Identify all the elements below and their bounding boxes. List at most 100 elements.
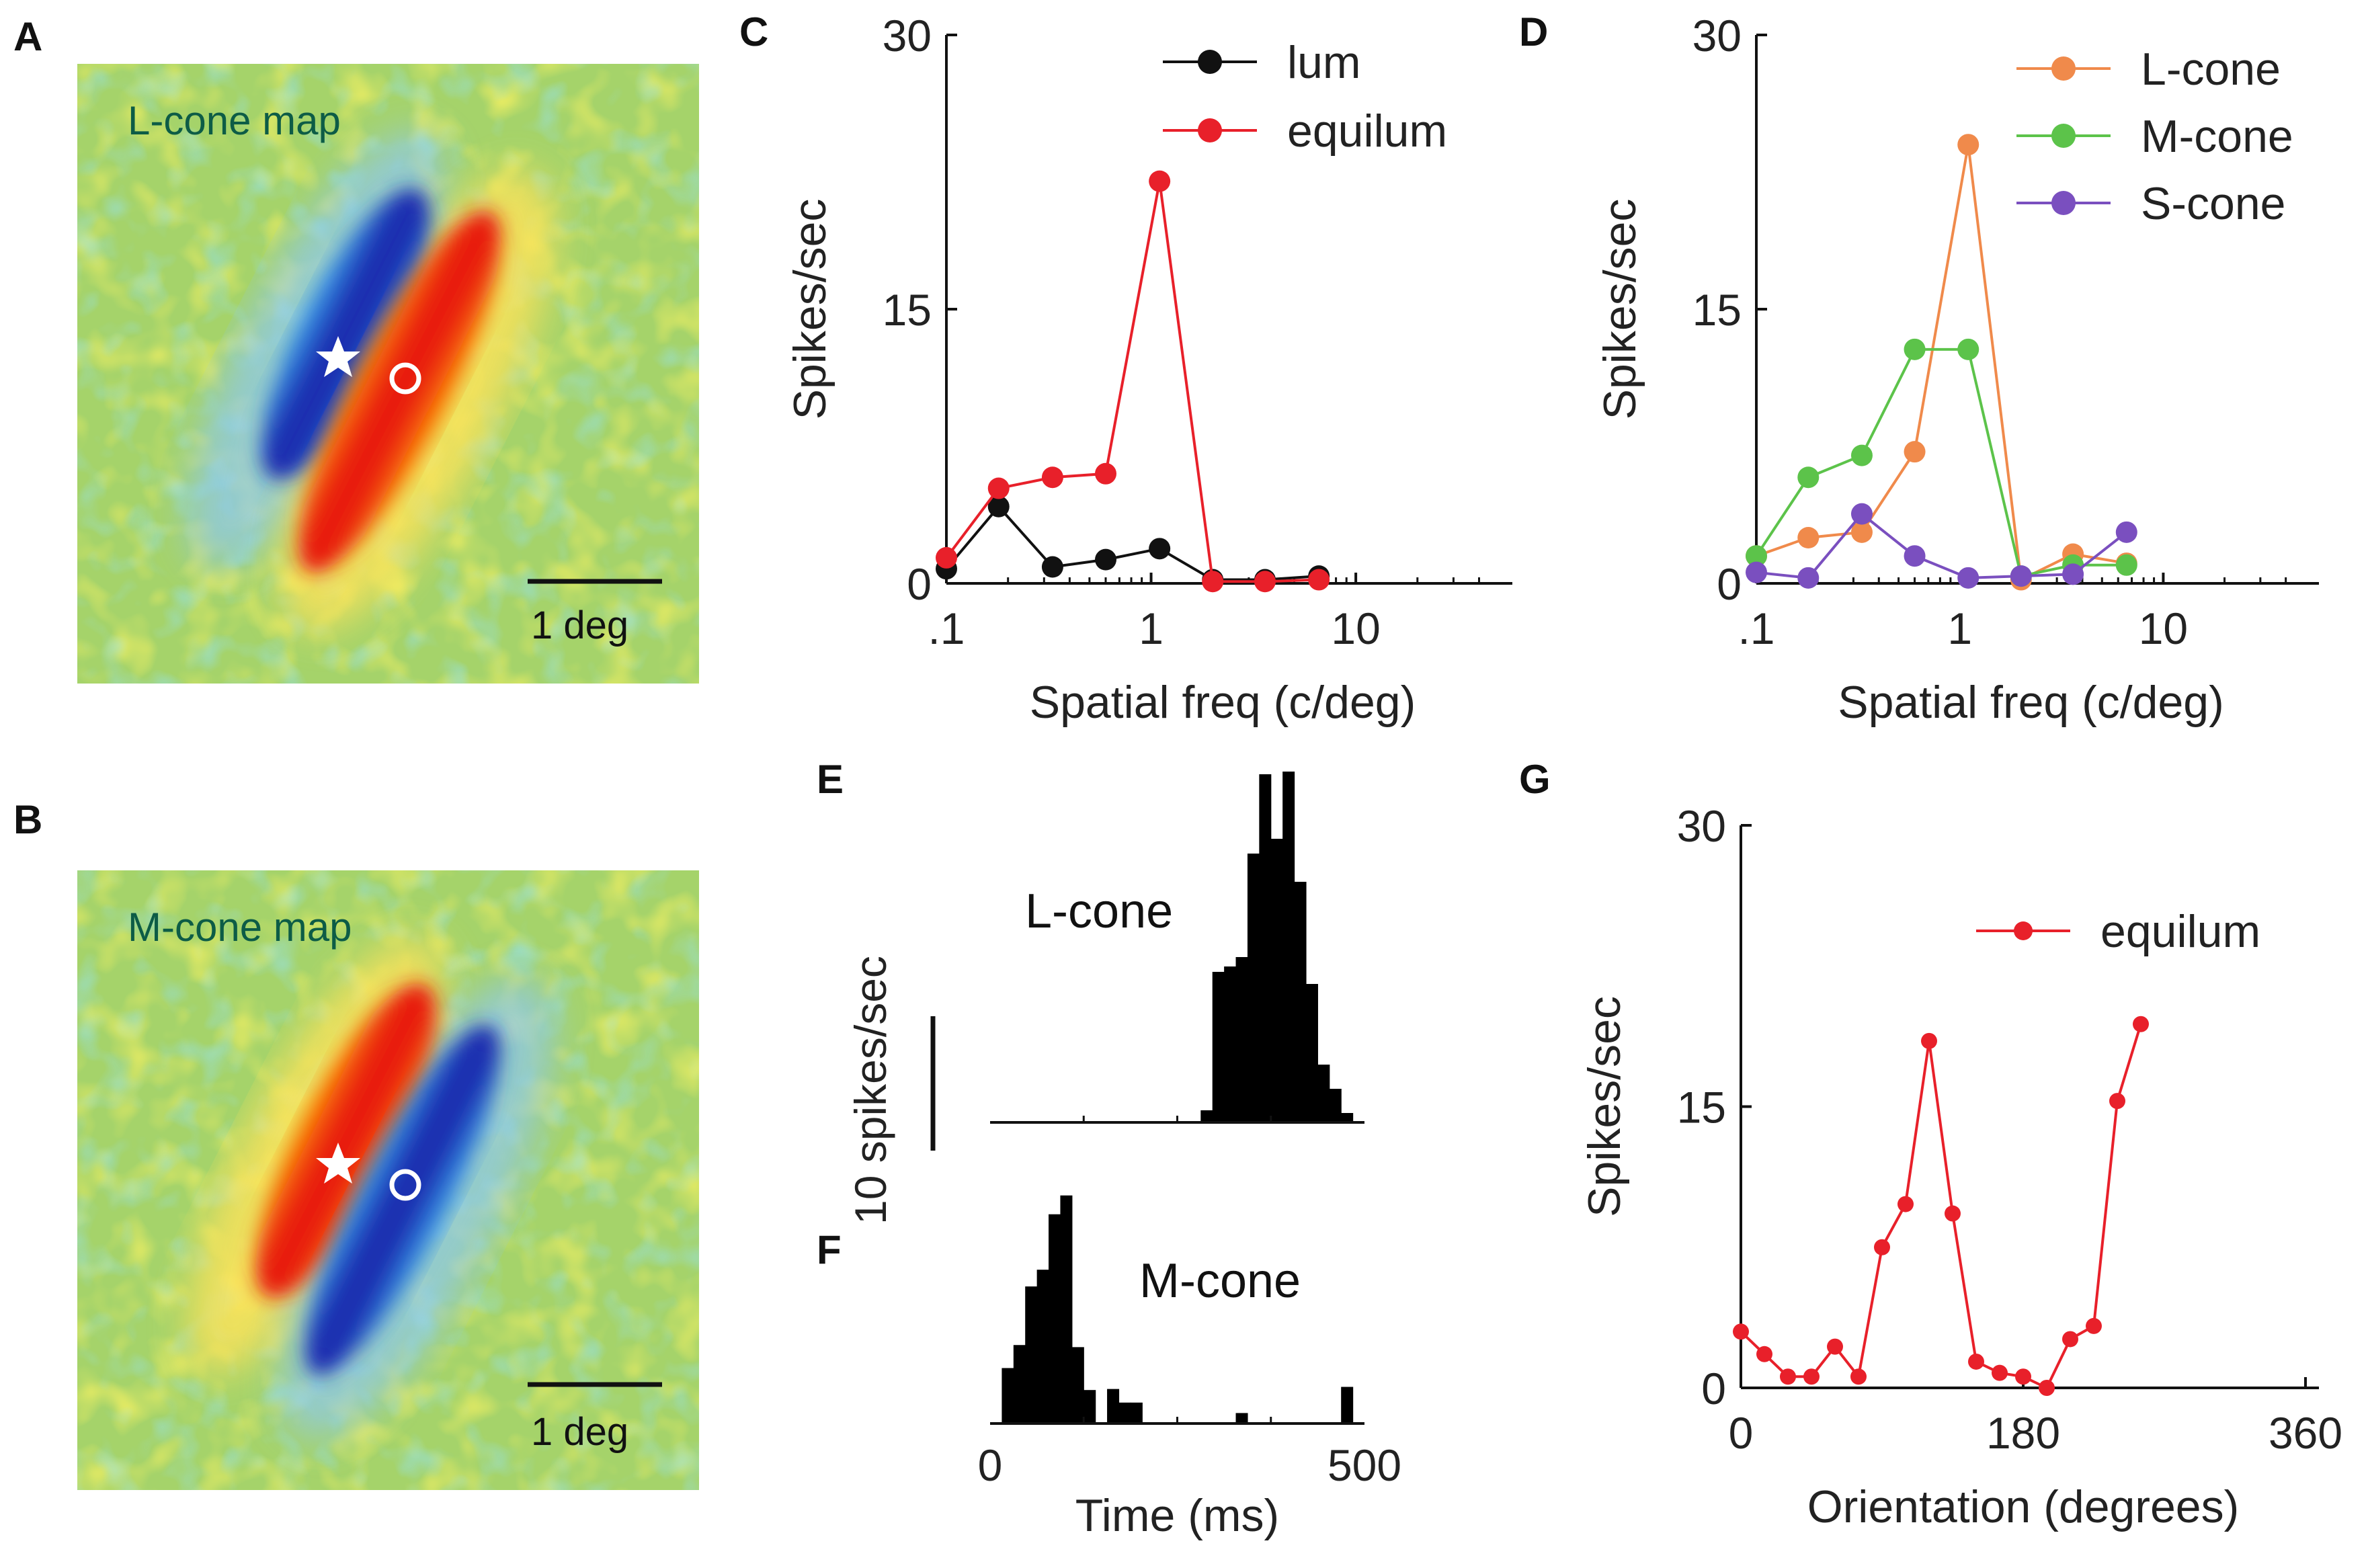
legend-label: equilum (1287, 106, 1447, 157)
x-tick-label: 0 (978, 1440, 1003, 1490)
series-line-equilum (1740, 1024, 2142, 1390)
data-point (1041, 556, 1063, 578)
histogram-e: L-cone 10 spikes/sec (846, 772, 1364, 1225)
chart-c: 0 15 30 .1 1 10 Spatial freq (c/deg) Spikes/sec… (784, 11, 1512, 728)
histogram-bar (1200, 1110, 1213, 1122)
legend-marker (2051, 56, 2076, 81)
data-point (1904, 338, 1926, 360)
data-point (1803, 1368, 1820, 1385)
x-axis-label: Spatial freq (c/deg) (1030, 677, 1416, 728)
histogram-bar (1341, 1387, 1354, 1423)
data-point (1202, 571, 1224, 593)
data-point (2039, 1380, 2055, 1396)
y-tick-label: 30 (1692, 11, 1742, 60)
legend-label: M-cone (2141, 111, 2293, 162)
panel-e: E L-cone 10 spikes/sec (817, 757, 1364, 1225)
legend-label: S-cone (2141, 178, 2285, 229)
legend-label: equilum (2100, 906, 2260, 957)
panel-d: D 0 15 30 .1 1 10 Spatial freq (c/deg) Spikes/s… (1519, 9, 2319, 728)
histogram-bar (1341, 1113, 1354, 1122)
x-tick-label: 10 (2139, 604, 2188, 653)
negative-subfield (261, 188, 431, 480)
map-title: M-cone map (128, 905, 352, 950)
data-point (1797, 527, 1820, 548)
data-point (1897, 1196, 1914, 1212)
data-point (2109, 1093, 2125, 1110)
data-point (1968, 1353, 1984, 1370)
histogram-bar (1270, 839, 1283, 1122)
panel-letter-g: G (1519, 757, 1551, 802)
data-point (1797, 567, 1820, 589)
panel-letter-c: C (739, 9, 768, 54)
data-point (2086, 1317, 2102, 1334)
histogram-bar (1247, 854, 1260, 1122)
data-point (1904, 545, 1926, 567)
data-point (1850, 444, 1873, 466)
x-tick-label: 180 (1986, 1408, 2060, 1458)
histogram-bar (1060, 1195, 1073, 1423)
panel-letter-e: E (817, 757, 844, 802)
data-point (2010, 565, 2032, 587)
legend-label: L-cone (2141, 44, 2281, 95)
histogram-bar (1013, 1345, 1026, 1423)
data-point (1957, 134, 1979, 156)
series-line-equilum (945, 181, 1319, 583)
data-point (2062, 563, 2084, 585)
data-point (1746, 561, 1767, 583)
data-point (1149, 170, 1171, 192)
data-point (1957, 338, 1979, 360)
histogram-bar (1025, 1286, 1038, 1423)
histogram-bar (1259, 774, 1272, 1122)
y-tick-label: 0 (1701, 1364, 1726, 1413)
panel-c: C 0 15 30 .1 1 10 Spatial freq (c/deg) Spikes/s… (739, 9, 1512, 728)
star-marker (316, 1143, 360, 1184)
l-cone-map: L-cone map 1 deg (77, 64, 699, 684)
positive-subfield (255, 983, 437, 1298)
y-axis-label: Spikes/sec (784, 199, 835, 420)
y-tick-label: 15 (1677, 1083, 1726, 1132)
histogram-bar (1107, 1389, 1120, 1423)
histogram-bar (1235, 957, 1248, 1122)
data-point (1756, 1346, 1772, 1362)
x-tick-label: 360 (2269, 1408, 2342, 1458)
y-tick-label: 15 (883, 285, 932, 335)
histogram-bar (1130, 1402, 1143, 1423)
panel-f: F M-cone 0 500 Time (ms) (817, 1195, 1401, 1541)
legend-label: lum (1287, 37, 1361, 88)
panel-letter-d: D (1519, 9, 1548, 54)
x-tick-label: 1 (1139, 604, 1163, 653)
panel-b: B M-cone map 1 deg (13, 797, 699, 1490)
data-point (2115, 521, 2137, 543)
panel-letter-a: A (13, 14, 42, 59)
scale-label: 1 deg (531, 604, 628, 647)
scale-label: 1 deg (531, 1410, 628, 1454)
y-tick-label: 30 (883, 11, 932, 60)
panel-letter-f: F (817, 1227, 842, 1272)
data-point (1149, 538, 1171, 560)
data-point (2062, 1331, 2078, 1348)
x-tick-label: 0 (1729, 1408, 1754, 1458)
legend-marker (2014, 921, 2033, 940)
histogram-bar (1294, 882, 1307, 1122)
data-point (1945, 1205, 1961, 1222)
chart-g: 0 15 30 0 180 360 Orientation (degrees) Spikes/… (1579, 801, 2342, 1532)
data-point (1308, 569, 1330, 591)
histogram-bar (1235, 1413, 1248, 1423)
data-point (1992, 1364, 2008, 1381)
data-point (2133, 1016, 2149, 1032)
legend-marker (2051, 124, 2076, 148)
histogram-bar (1049, 1214, 1061, 1423)
x-tick-label: .1 (928, 604, 965, 653)
scale-bar-label: 10 spikes/sec (846, 956, 895, 1225)
histogram-bar (1224, 966, 1237, 1122)
x-tick-label: 500 (1328, 1440, 1401, 1490)
y-tick-label: 0 (907, 559, 932, 609)
data-point (987, 477, 1010, 499)
panel-a: A L-cone map 1 deg (13, 14, 699, 684)
data-point (987, 495, 1010, 518)
histogram-bar (1036, 1270, 1049, 1423)
data-point (1797, 466, 1820, 489)
x-axis-label: Orientation (degrees) (1807, 1481, 2240, 1532)
circle-marker (389, 1169, 421, 1201)
data-point (1904, 441, 1926, 463)
